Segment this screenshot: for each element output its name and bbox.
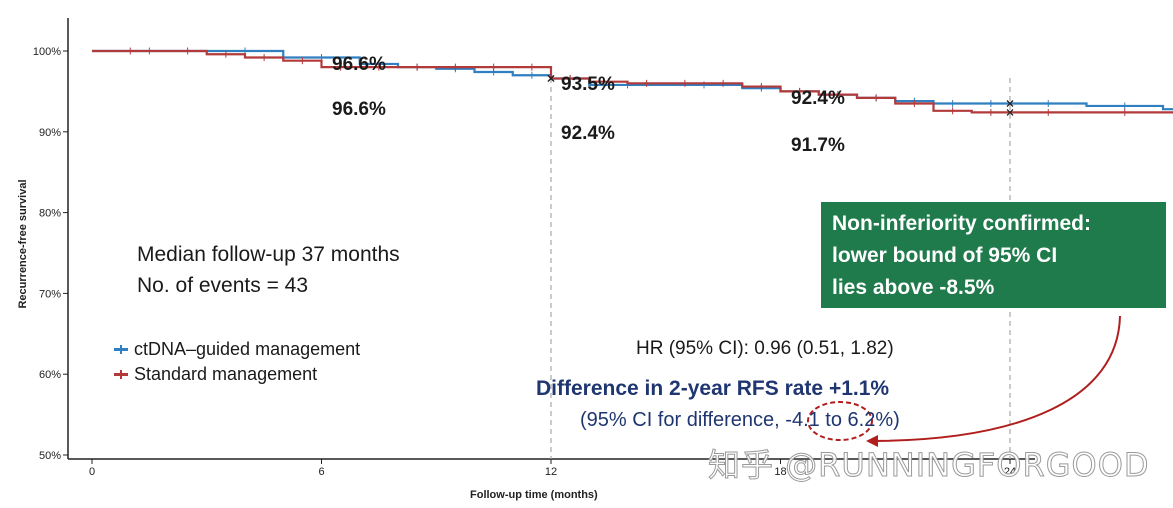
chart-series — [92, 47, 1173, 116]
median-followup-text: Median follow-up 37 months — [137, 243, 400, 266]
legend-swatch-standard — [114, 370, 128, 379]
highlight-circle — [807, 401, 873, 441]
x-tick-label: 18 — [774, 466, 786, 478]
noninferiority-box: Non-inferiority confirmed: lower bound o… — [821, 202, 1166, 308]
x-tick-label: 0 — [89, 466, 95, 478]
x-axis-label: Follow-up time (months) — [470, 489, 598, 501]
y-tick-label: 80% — [39, 208, 61, 220]
label-36-standard: 92.4% — [791, 88, 845, 109]
x-tick-label: 24 — [1004, 466, 1016, 478]
noninferiority-line-1: Non-inferiority confirmed: — [832, 212, 1092, 235]
noninferiority-line-3: lies above -8.5% — [832, 276, 995, 299]
label-24-standard: 92.4% — [561, 123, 615, 144]
standard-curve — [92, 49, 1173, 114]
difference-title: Difference in 2-year RFS rate +1.1% — [536, 377, 890, 400]
y-tick-label: 60% — [39, 369, 61, 381]
legend-item-ctdna: ctDNA–guided management — [114, 339, 360, 360]
label-12-ctdna: 96.6% — [332, 99, 386, 120]
x-tick-label: 6 — [318, 466, 324, 478]
ctdna-curve — [92, 49, 1173, 111]
callout-arrow-head — [866, 435, 878, 447]
callout-arrow-line — [873, 315, 1121, 442]
reference-point-marker — [547, 75, 555, 82]
label-24-ctdna: 93.5% — [561, 74, 615, 95]
legend-label-ctdna: ctDNA–guided management — [134, 339, 361, 359]
chart-ticks: 50%60%70%80%90%100%0612182430364248 — [33, 46, 1016, 478]
label-12-standard: 96.6% — [332, 54, 386, 75]
y-tick-label: 70% — [39, 288, 61, 300]
y-axis-label: Recurrence-free survival — [17, 179, 29, 309]
label-36-ctdna: 91.7% — [791, 135, 845, 156]
y-tick-label: 100% — [33, 46, 61, 58]
callout-arrow — [807, 315, 1121, 447]
difference-ci: (95% CI for difference, -4.1 to 6.2%) — [580, 409, 900, 431]
x-tick-label: 12 — [545, 466, 557, 478]
hazard-ratio-text: HR (95% CI): 0.96 (0.51, 1.82) — [636, 338, 894, 359]
y-tick-label: 90% — [39, 127, 61, 139]
reference-point-marker — [1006, 108, 1014, 116]
legend-item-standard: Standard management — [114, 364, 317, 385]
reference-point-marker — [1006, 100, 1014, 107]
watermark-text: 知乎 @RUNNINGFORGOOD — [708, 446, 1150, 485]
noninferiority-line-2: lower bound of 95% CI — [832, 244, 1058, 267]
y-tick-label: 50% — [39, 450, 61, 462]
num-events-text: No. of events = 43 — [137, 274, 309, 297]
legend-swatch-ctdna — [114, 345, 128, 354]
legend-label-standard: Standard management — [134, 364, 318, 384]
